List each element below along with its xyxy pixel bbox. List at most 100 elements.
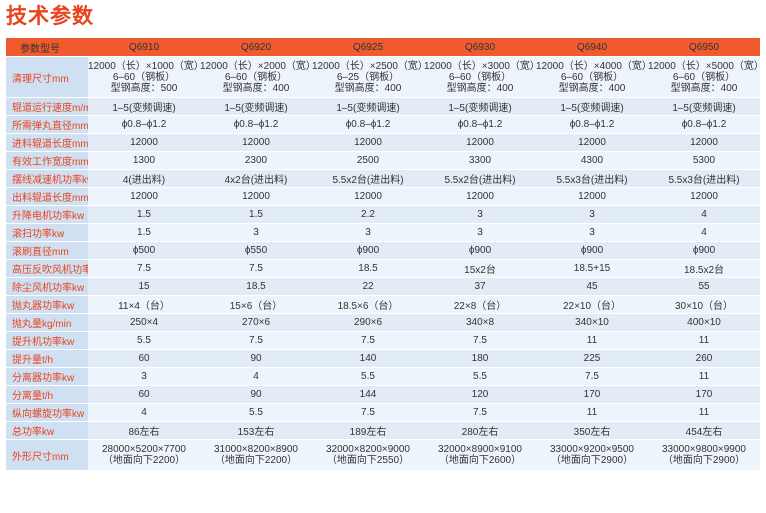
- table-cell: 7.5: [536, 368, 648, 385]
- table-cell: 28000×5200×7700 （地面向下2200）: [88, 440, 200, 470]
- cell-line: 6–60（钢板）: [560, 71, 624, 83]
- table-cell: 12000（长）×4000（宽） 6–60（钢板） 型钢高度：400: [536, 57, 648, 97]
- table-cell: 4: [200, 368, 312, 385]
- table-cell: 3: [200, 224, 312, 241]
- row-label: 出料辊道长度mm: [6, 188, 88, 205]
- table-row: 纵向螺旋功率kw 4 5.5 7.5 7.5 11 11: [6, 404, 760, 421]
- table-cell: 12000: [536, 188, 648, 205]
- cell-line: 型钢高度：400: [334, 82, 402, 94]
- row-label: 有效工作宽度mm: [6, 152, 88, 169]
- row-label: 除尘风机功率kw: [6, 278, 88, 295]
- table-cell: 12000（长）×1000（宽） 6–60（钢板） 型钢高度：500: [88, 57, 200, 97]
- row-label: 纵向螺旋功率kw: [6, 404, 88, 421]
- table-cell: 12000: [200, 134, 312, 151]
- table-cell: ϕ0.8–ϕ1.2: [424, 116, 536, 133]
- table-cell: 1–5(变频调速): [312, 98, 424, 115]
- table-cell: 11: [648, 368, 760, 385]
- header-model: Q6930: [424, 38, 536, 56]
- cell-line: 6–60（钢板）: [448, 71, 512, 83]
- table-cell: 4x2台(进出料): [200, 170, 312, 187]
- table-cell: 32000×8200×9000 （地面向下2550）: [312, 440, 424, 470]
- table-cell: 3: [424, 206, 536, 223]
- cell-line: （地面向下2550）: [326, 455, 410, 466]
- table-row: 摆线减速机功率kw 4(进出料) 4x2台(进出料) 5.5x2台(进出料) 5.5x2…: [6, 170, 760, 187]
- table-cell: 12000: [648, 188, 760, 205]
- cell-line: 12000（长）×5000（宽）: [648, 60, 760, 72]
- table-cell: 7.5: [312, 404, 424, 421]
- table-cell: 12000: [312, 188, 424, 205]
- table-row: 提升量t/h 60 90 140 180 225 260: [6, 350, 760, 367]
- table-cell: 7.5: [424, 404, 536, 421]
- table-cell: 90: [200, 350, 312, 367]
- table-row: 除尘风机功率kw 15 18.5 22 37 45 55: [6, 278, 760, 295]
- table-cell: 225: [536, 350, 648, 367]
- table-cell: 60: [88, 386, 200, 403]
- cell-line: （地面向下2200）: [214, 455, 298, 466]
- table-cell: 2300: [200, 152, 312, 169]
- table-cell: 290×6: [312, 314, 424, 331]
- header-model: Q6910: [88, 38, 200, 56]
- table-cell: 12000: [424, 188, 536, 205]
- table-cell: ϕ900: [424, 242, 536, 259]
- table-cell: 12000（长）×5000（宽） 6–60（钢板） 型钢高度：400: [648, 57, 760, 97]
- cell-line: 32000×8200×9000: [326, 444, 410, 455]
- row-label: 提升机功率kw: [6, 332, 88, 349]
- row-label: 抛丸量kg/min: [6, 314, 88, 331]
- cell-line: 6–25（钢板）: [336, 71, 400, 83]
- table-row: 抛丸量kg/min 250×4 270×6 290×6 340×8 340×10 400×1…: [6, 314, 760, 331]
- cell-line: 6–60（钢板）: [224, 71, 288, 83]
- table-cell: 5.5x3台(进出料): [536, 170, 648, 187]
- table-cell: 4: [648, 224, 760, 241]
- cell-line: 33000×9800×9900: [662, 444, 746, 455]
- table-row: 有效工作宽度mm 1300 2300 2500 3300 4300 5300: [6, 152, 760, 169]
- table-cell: 4: [648, 206, 760, 223]
- table-cell: 1.5: [200, 206, 312, 223]
- table-cell: 11×4（台）: [88, 296, 200, 313]
- header-model: Q6920: [200, 38, 312, 56]
- table-cell: 15×6（台）: [200, 296, 312, 313]
- table-cell: 90: [200, 386, 312, 403]
- table-cell: 250×4: [88, 314, 200, 331]
- header-label: 参数型号: [6, 38, 88, 56]
- table-cell: 33000×9800×9900 （地面向下2900）: [648, 440, 760, 470]
- table-cell: 18.5: [200, 278, 312, 295]
- table-cell: 3: [536, 206, 648, 223]
- table-cell: 1–5(变频调速): [648, 98, 760, 115]
- table-cell: 180: [424, 350, 536, 367]
- table-cell: 189左右: [312, 422, 424, 439]
- cell-line: 6–60（钢板）: [672, 71, 736, 83]
- table-cell: 22×10（台）: [536, 296, 648, 313]
- cell-line: 型钢高度：400: [670, 82, 738, 94]
- table-cell: 12000（长）×3000（宽） 6–60（钢板） 型钢高度：400: [424, 57, 536, 97]
- table-cell: 2500: [312, 152, 424, 169]
- table-cell: 11: [648, 404, 760, 421]
- table-cell: 170: [648, 386, 760, 403]
- table-row: 辊道运行速度m/min1–5(变频调速)1–5(变频调速)1–5(变频调速)1–…: [6, 98, 760, 115]
- table-cell: ϕ900: [648, 242, 760, 259]
- cell-line: 12000（长）×2000（宽）: [200, 60, 312, 72]
- table-row: 分离器功率kw 3 4 5.5 5.5 7.5 11: [6, 368, 760, 385]
- cell-line: 33000×9200×9500: [550, 444, 634, 455]
- spec-table: 参数型号 Q6910 Q6920 Q6925 Q6930 Q6940 Q6950…: [6, 37, 760, 471]
- table-cell: 22: [312, 278, 424, 295]
- table-cell: ϕ500: [88, 242, 200, 259]
- row-label: 高压反吹风机功率kw: [6, 260, 88, 277]
- cell-line: 12000（长）×1000（宽）: [88, 60, 200, 72]
- row-label: 所需弹丸直径mm: [6, 116, 88, 133]
- cell-line: 32000×8900×9100: [438, 444, 522, 455]
- table-cell: 350左右: [536, 422, 648, 439]
- table-cell: 11: [536, 404, 648, 421]
- row-label: 滚刷直径mm: [6, 242, 88, 259]
- table-cell: 45: [536, 278, 648, 295]
- table-cell: 12000: [648, 134, 760, 151]
- table-header-row: 参数型号 Q6910 Q6920 Q6925 Q6930 Q6940 Q6950: [6, 38, 760, 56]
- table-cell: 153左右: [200, 422, 312, 439]
- table-cell: ϕ0.8–ϕ1.2: [88, 116, 200, 133]
- table-cell: 1.5: [88, 206, 200, 223]
- table-cell: 3300: [424, 152, 536, 169]
- table-row: 分离量t/h 60 90 144 120 170 170: [6, 386, 760, 403]
- table-cell: 7.5: [424, 332, 536, 349]
- table-row: 滚扫功率kw 1.5 3 3 3 3 4: [6, 224, 760, 241]
- cell-line: （地面向下2200）: [102, 455, 186, 466]
- table-cell: 140: [312, 350, 424, 367]
